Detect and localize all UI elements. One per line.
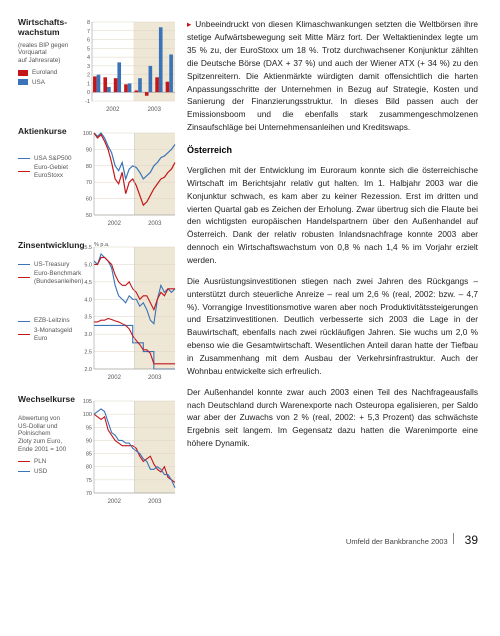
legend-label: PLN — [34, 458, 46, 466]
legend-swatch — [18, 471, 30, 472]
svg-text:70: 70 — [86, 491, 92, 497]
page-number: 39 — [465, 533, 478, 547]
legend-swatch — [18, 334, 30, 335]
svg-text:8: 8 — [87, 20, 90, 26]
legend-label: USA S&P500 — [34, 155, 71, 163]
svg-text:4: 4 — [87, 55, 90, 61]
svg-text:75: 75 — [86, 478, 92, 484]
body-p2: Verglichen mit der Entwicklung im Eurora… — [187, 164, 478, 267]
legend-swatch — [18, 79, 28, 85]
legend-item: Euro-GebietEuroStoxx — [18, 164, 76, 179]
fx-title: Wechselkurse — [18, 395, 76, 405]
svg-text:6: 6 — [87, 38, 90, 44]
svg-text:3.5: 3.5 — [84, 315, 92, 321]
body-p1: ▸Unbeeindruckt von diesen Klimaschwankun… — [187, 18, 478, 134]
legend-item: US-Treasury — [18, 261, 76, 269]
svg-text:4.0: 4.0 — [84, 297, 92, 303]
legend-item: USA S&P500 — [18, 155, 76, 163]
svg-text:2002: 2002 — [108, 499, 122, 505]
svg-text:2003: 2003 — [148, 221, 162, 227]
svg-text:2.0: 2.0 — [84, 367, 92, 373]
triangle-icon: ▸ — [187, 19, 191, 29]
fx-chart: 70 75 80 85 90 95 100 105 2002 2003 — [80, 395, 177, 505]
legend-label: Euro-GebietEuroStoxx — [34, 164, 68, 179]
legend-swatch — [18, 70, 28, 76]
legend-label: 3-Monatsgeld Euro — [34, 327, 76, 342]
svg-text:2: 2 — [87, 73, 90, 79]
gdp-subtitle: (reales BIP gegenVorquartalauf Jahresrat… — [18, 42, 76, 66]
svg-text:2003: 2003 — [148, 375, 162, 381]
svg-text:3: 3 — [87, 64, 90, 70]
legend-item: USA — [18, 79, 76, 87]
stocks-title: Aktienkurse — [18, 127, 76, 137]
svg-text:95: 95 — [86, 425, 92, 431]
legend-label: US-Treasury — [34, 261, 69, 269]
legend-label: USA — [32, 79, 45, 87]
legend-swatch — [18, 158, 30, 159]
rates-chart: 2.0 2.5 3.0 3.5 4.0 4.5 5.0 5.5% p.a. 2002 2003 — [80, 241, 177, 381]
svg-text:5.0: 5.0 — [84, 262, 92, 268]
svg-text:90: 90 — [86, 147, 92, 153]
legend-item: PLN — [18, 458, 76, 466]
svg-text:1: 1 — [87, 81, 90, 87]
svg-text:5.5: 5.5 — [84, 245, 92, 251]
svg-text:0: 0 — [87, 90, 90, 96]
svg-text:2003: 2003 — [148, 499, 162, 505]
svg-text:% p.a.: % p.a. — [94, 242, 110, 248]
svg-text:3.0: 3.0 — [84, 332, 92, 338]
legend-label: Euroland — [32, 69, 57, 77]
gdp-chart: -1 0 1 2 3 4 5 6 7 8 2002 2003 — [80, 18, 177, 113]
svg-text:2002: 2002 — [108, 375, 122, 381]
footer-label: Umfeld der Bankbranche 2003 — [346, 537, 448, 546]
legend-swatch — [18, 264, 30, 265]
legend-item: Euro-Benchmark(Bundesanleihen) — [18, 270, 76, 285]
legend-item: 3-Monatsgeld Euro — [18, 327, 76, 342]
legend-item: Euroland — [18, 69, 76, 77]
legend-swatch — [18, 321, 30, 322]
svg-text:85: 85 — [86, 452, 92, 458]
gdp-title: Wirtschafts-wachstum — [18, 18, 76, 38]
svg-text:7: 7 — [87, 29, 90, 35]
body-p4: Der Außenhandel konnte zwar auch 2003 ei… — [187, 386, 478, 450]
rates-title: Zinsentwicklung — [18, 241, 76, 251]
svg-text:80: 80 — [86, 465, 92, 471]
svg-text:70: 70 — [86, 180, 92, 186]
stocks-chart: 50 60 70 80 90 100 2002 2003 — [80, 127, 177, 227]
svg-text:100: 100 — [83, 131, 92, 137]
subsection-heading: Österreich — [187, 144, 478, 158]
svg-text:2002: 2002 — [108, 221, 122, 227]
fx-subtitle: Abwertung vonUS-Dollar und PolnischemZlo… — [18, 415, 76, 454]
svg-text:50: 50 — [86, 213, 92, 219]
legend-item: EZB-Leitzins — [18, 317, 76, 325]
svg-text:60: 60 — [86, 197, 92, 203]
legend-item: USD — [18, 468, 76, 476]
legend-swatch — [18, 277, 30, 278]
legend-label: USD — [34, 468, 47, 476]
svg-text:105: 105 — [83, 399, 92, 405]
svg-text:2.5: 2.5 — [84, 350, 92, 356]
legend-label: EZB-Leitzins — [34, 317, 70, 325]
svg-text:90: 90 — [86, 438, 92, 444]
svg-text:2003: 2003 — [148, 107, 162, 113]
svg-text:4.5: 4.5 — [84, 280, 92, 286]
body-p3: Die Ausrüstungsinvestitionen stiegen nac… — [187, 275, 478, 378]
svg-text:5: 5 — [87, 46, 90, 52]
legend-swatch — [18, 461, 30, 462]
svg-text:-1: -1 — [85, 99, 90, 105]
svg-text:80: 80 — [86, 164, 92, 170]
legend-swatch — [18, 171, 30, 172]
svg-text:2002: 2002 — [106, 107, 120, 113]
legend-label: Euro-Benchmark(Bundesanleihen) — [34, 270, 83, 285]
svg-text:100: 100 — [83, 412, 92, 418]
